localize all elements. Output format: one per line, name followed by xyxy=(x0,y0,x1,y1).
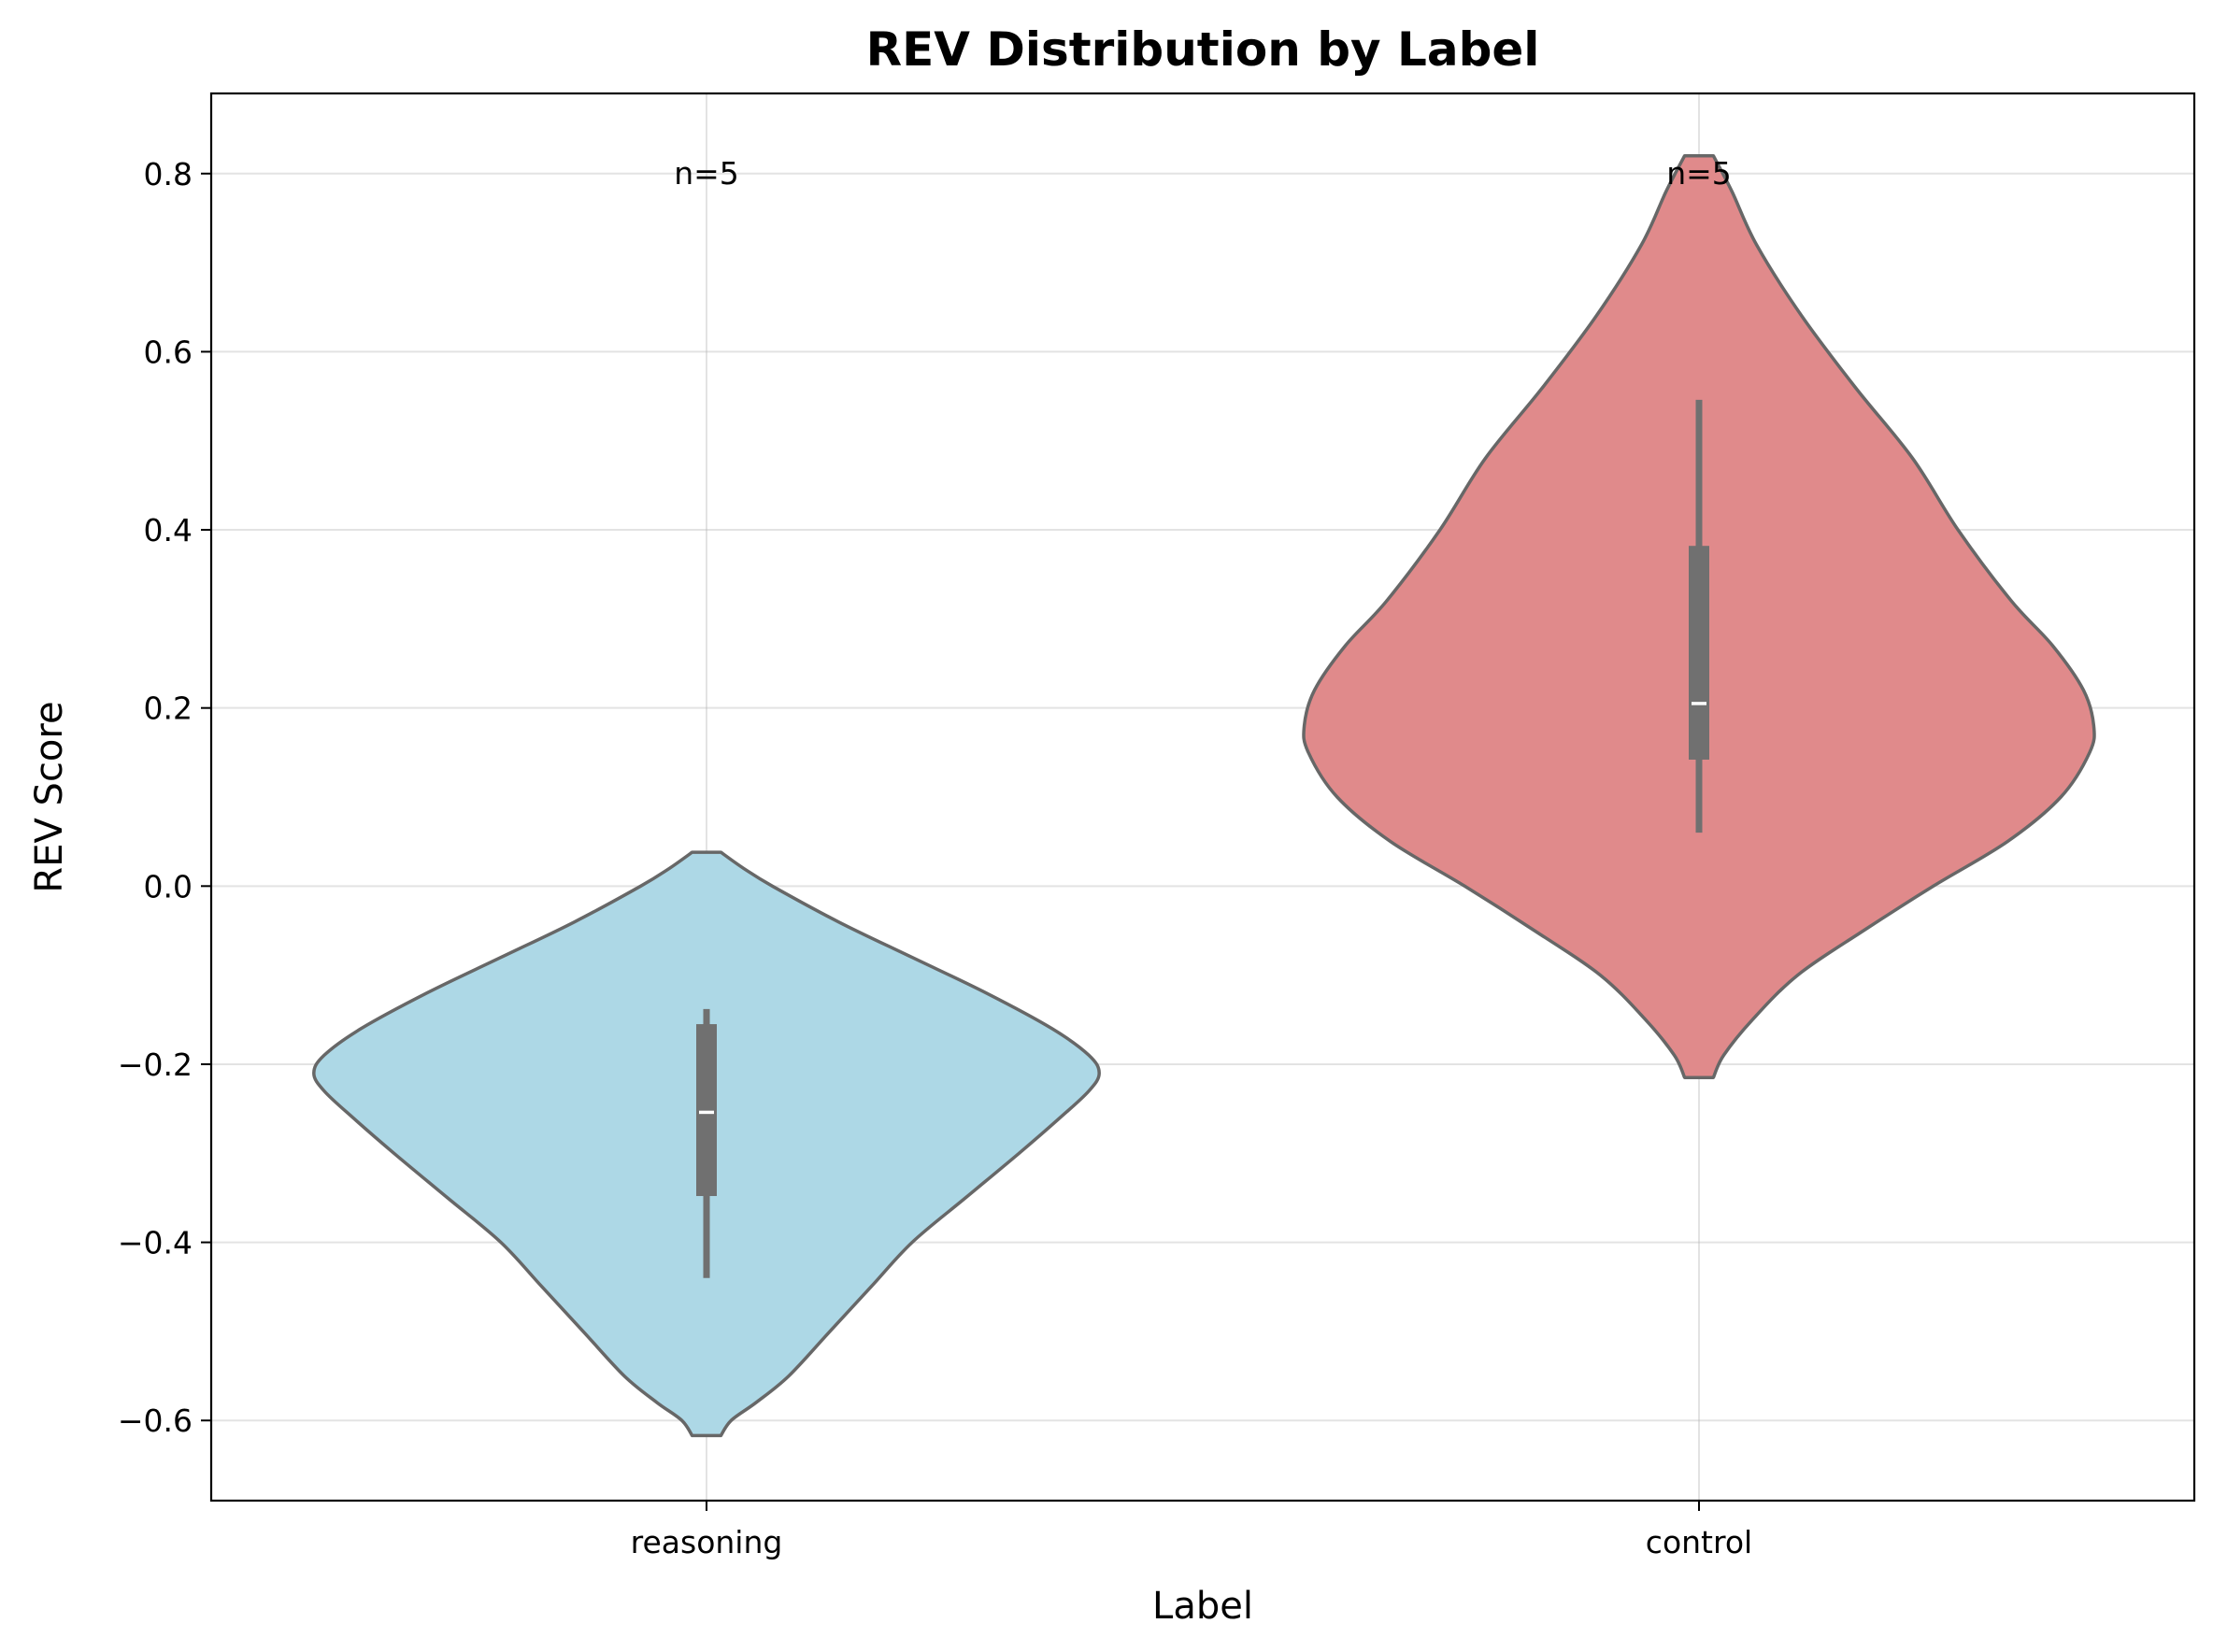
violin-reasoning: n=5 xyxy=(312,155,1101,1438)
y-tick-label: 0.4 xyxy=(144,512,193,548)
y-tick-label: 0.8 xyxy=(144,156,193,192)
x-axis-title: Label xyxy=(1152,1585,1253,1628)
x-tick-label: reasoning xyxy=(631,1524,783,1560)
y-tick-label: −0.2 xyxy=(118,1047,193,1083)
y-axis-title: REV Score xyxy=(28,701,71,892)
count-label-reasoning: n=5 xyxy=(674,155,739,192)
tick-layer: −0.6 −0.4 −0.2 0.0 0.2 0.4 0.6 0.8 reasoning cont… xyxy=(118,156,1752,1560)
y-tick-label: 0.0 xyxy=(144,868,193,904)
chart-title: REV Distribution by Label xyxy=(866,22,1540,77)
y-tick-label: 0.2 xyxy=(144,691,193,727)
y-tick-label: 0.6 xyxy=(144,334,193,370)
x-tick-label: control xyxy=(1646,1524,1752,1560)
violin-box-control xyxy=(1689,546,1709,760)
y-tick-label: −0.6 xyxy=(118,1403,193,1439)
violin-control: n=5 xyxy=(1302,153,2096,1079)
violin-box-reasoning xyxy=(696,1024,717,1197)
violin-layer: n=5 n=5 xyxy=(312,153,2096,1438)
y-tick-label: −0.4 xyxy=(118,1225,193,1261)
plot-frame xyxy=(209,92,2196,1502)
count-label-control: n=5 xyxy=(1666,155,1732,192)
